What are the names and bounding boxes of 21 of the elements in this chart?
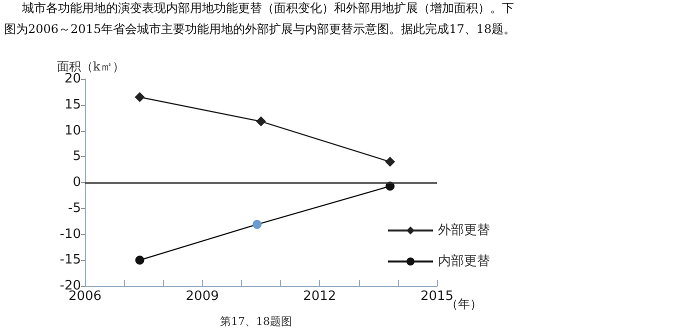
y-tick-label: 10: [64, 123, 81, 138]
point: [134, 92, 145, 102]
point: [252, 220, 262, 229]
y-tick-label: 20: [64, 72, 81, 86]
x-tick-label: 2012: [303, 289, 336, 304]
point: [256, 116, 266, 126]
y-tick-label: -10: [60, 226, 81, 242]
legend-label: 外部更替: [438, 223, 490, 238]
chart-title: 城市各功能用地的演变表现内部用地功能更替（面积变化）和外部用地扩展（增加面积）。下: [21, 1, 514, 15]
y-axis-title: 面积（k㎡）: [57, 60, 124, 74]
y-tick-label: 0: [72, 175, 81, 190]
y-tick-label: 5: [72, 149, 81, 164]
chart-subtitle: 图为2006～2015年省会城市主要功能用地的外部扩展与内部更替示意图。据此完成17、18题。: [4, 22, 516, 36]
y-tick-label: -15: [60, 252, 81, 268]
point: [135, 256, 144, 265]
y-tick-label: 15: [64, 97, 81, 112]
legend-label: 内部更替: [438, 254, 490, 269]
text: 第17、18题图: [220, 315, 292, 328]
y-tick-label: -5: [68, 200, 81, 216]
x-tick-label: 2009: [186, 289, 219, 304]
point: [385, 156, 396, 167]
